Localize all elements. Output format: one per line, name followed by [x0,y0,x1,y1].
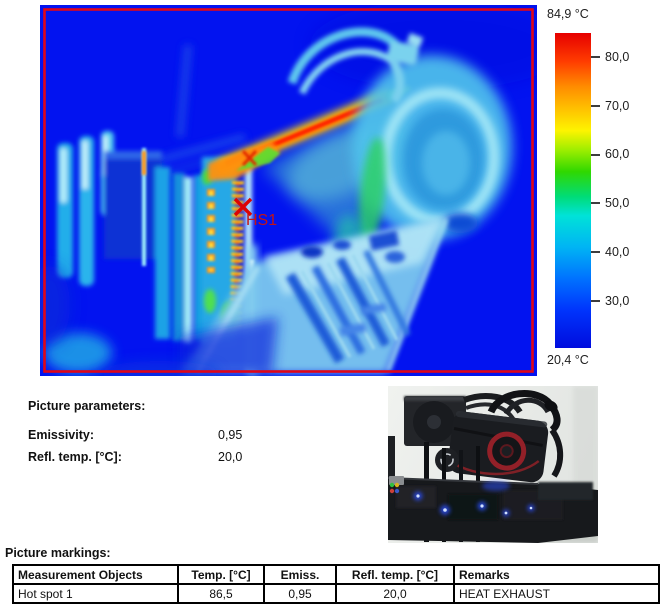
bench-platform [180,217,448,375]
digital-photo-canvas [387,386,601,543]
col-header-refl-temp: Refl. temp. [°C] [335,564,455,585]
cell-remarks: HEAT EXHAUST [453,583,660,604]
markings-table: Measurement Objects Temp. [°C] Emiss. Re… [12,564,660,604]
markings-table-header-row: Measurement Objects Temp. [°C] Emiss. Re… [12,564,660,585]
scale-tick-label: 60,0 [605,147,630,161]
led-lights [413,481,535,517]
roi-rectangle[interactable] [43,8,534,373]
picture-parameters-title: Picture parameters: [28,399,146,413]
cooling-tubes [287,27,424,104]
scale-gradient-bar [555,33,591,348]
param-value-refl-temp: 20,0 [218,450,243,464]
col-header-emiss: Emiss. [263,564,337,585]
radiator [404,393,523,446]
picture-markings-title: Picture markings: [5,546,111,560]
param-label-emissivity: Emissivity: [28,428,95,442]
digital-photo[interactable] [387,386,601,543]
cell-temp: 86,5 [177,583,265,604]
col-header-temp: Temp. [°C] [177,564,265,585]
scale-tick-label: 70,0 [605,98,630,113]
scale-tick-mark [591,105,600,107]
cell-object: Hot spot 1 [12,583,179,604]
thermal-image[interactable]: HS1 [30,0,570,385]
scale-tick-label: 80,0 [605,49,630,64]
scale-min-label: 20,4 °C [547,353,589,367]
gpu-tubes [487,390,564,478]
scale-tick-mark [591,202,600,204]
cpu-waterblock [435,448,459,472]
param-label-refl-temp: Refl. temp. [°C]: [28,450,122,464]
scale-tick-mark [591,300,600,302]
scale-tick-label: 50,0 [605,195,630,210]
col-header-measurement-objects: Measurement Objects [12,564,179,585]
thermal-image-canvas: HS1 [30,0,570,385]
scale-tick-label: 30,0 [605,293,630,308]
measurement-row-hot-spot-1: Hot spot 1 86,5 0,95 20,0 HEAT EXHAUST [12,583,660,604]
cell-refl-temp: 20,0 [335,583,455,604]
cell-emiss: 0,95 [263,583,337,604]
scale-tick-mark [591,56,600,58]
scale-max-label: 84,9 °C [547,7,589,21]
col-header-remarks: Remarks [453,564,660,585]
hotspot-marker-label: HS1 [246,212,277,229]
graphics-card [448,410,549,483]
scale-tick-mark [591,154,600,156]
hotspot-marker[interactable]: HS1 [233,197,277,229]
param-value-emissivity: 0,95 [218,428,243,442]
scale-tick-mark [591,251,600,253]
scale-tick-label: 40,0 [605,244,630,259]
